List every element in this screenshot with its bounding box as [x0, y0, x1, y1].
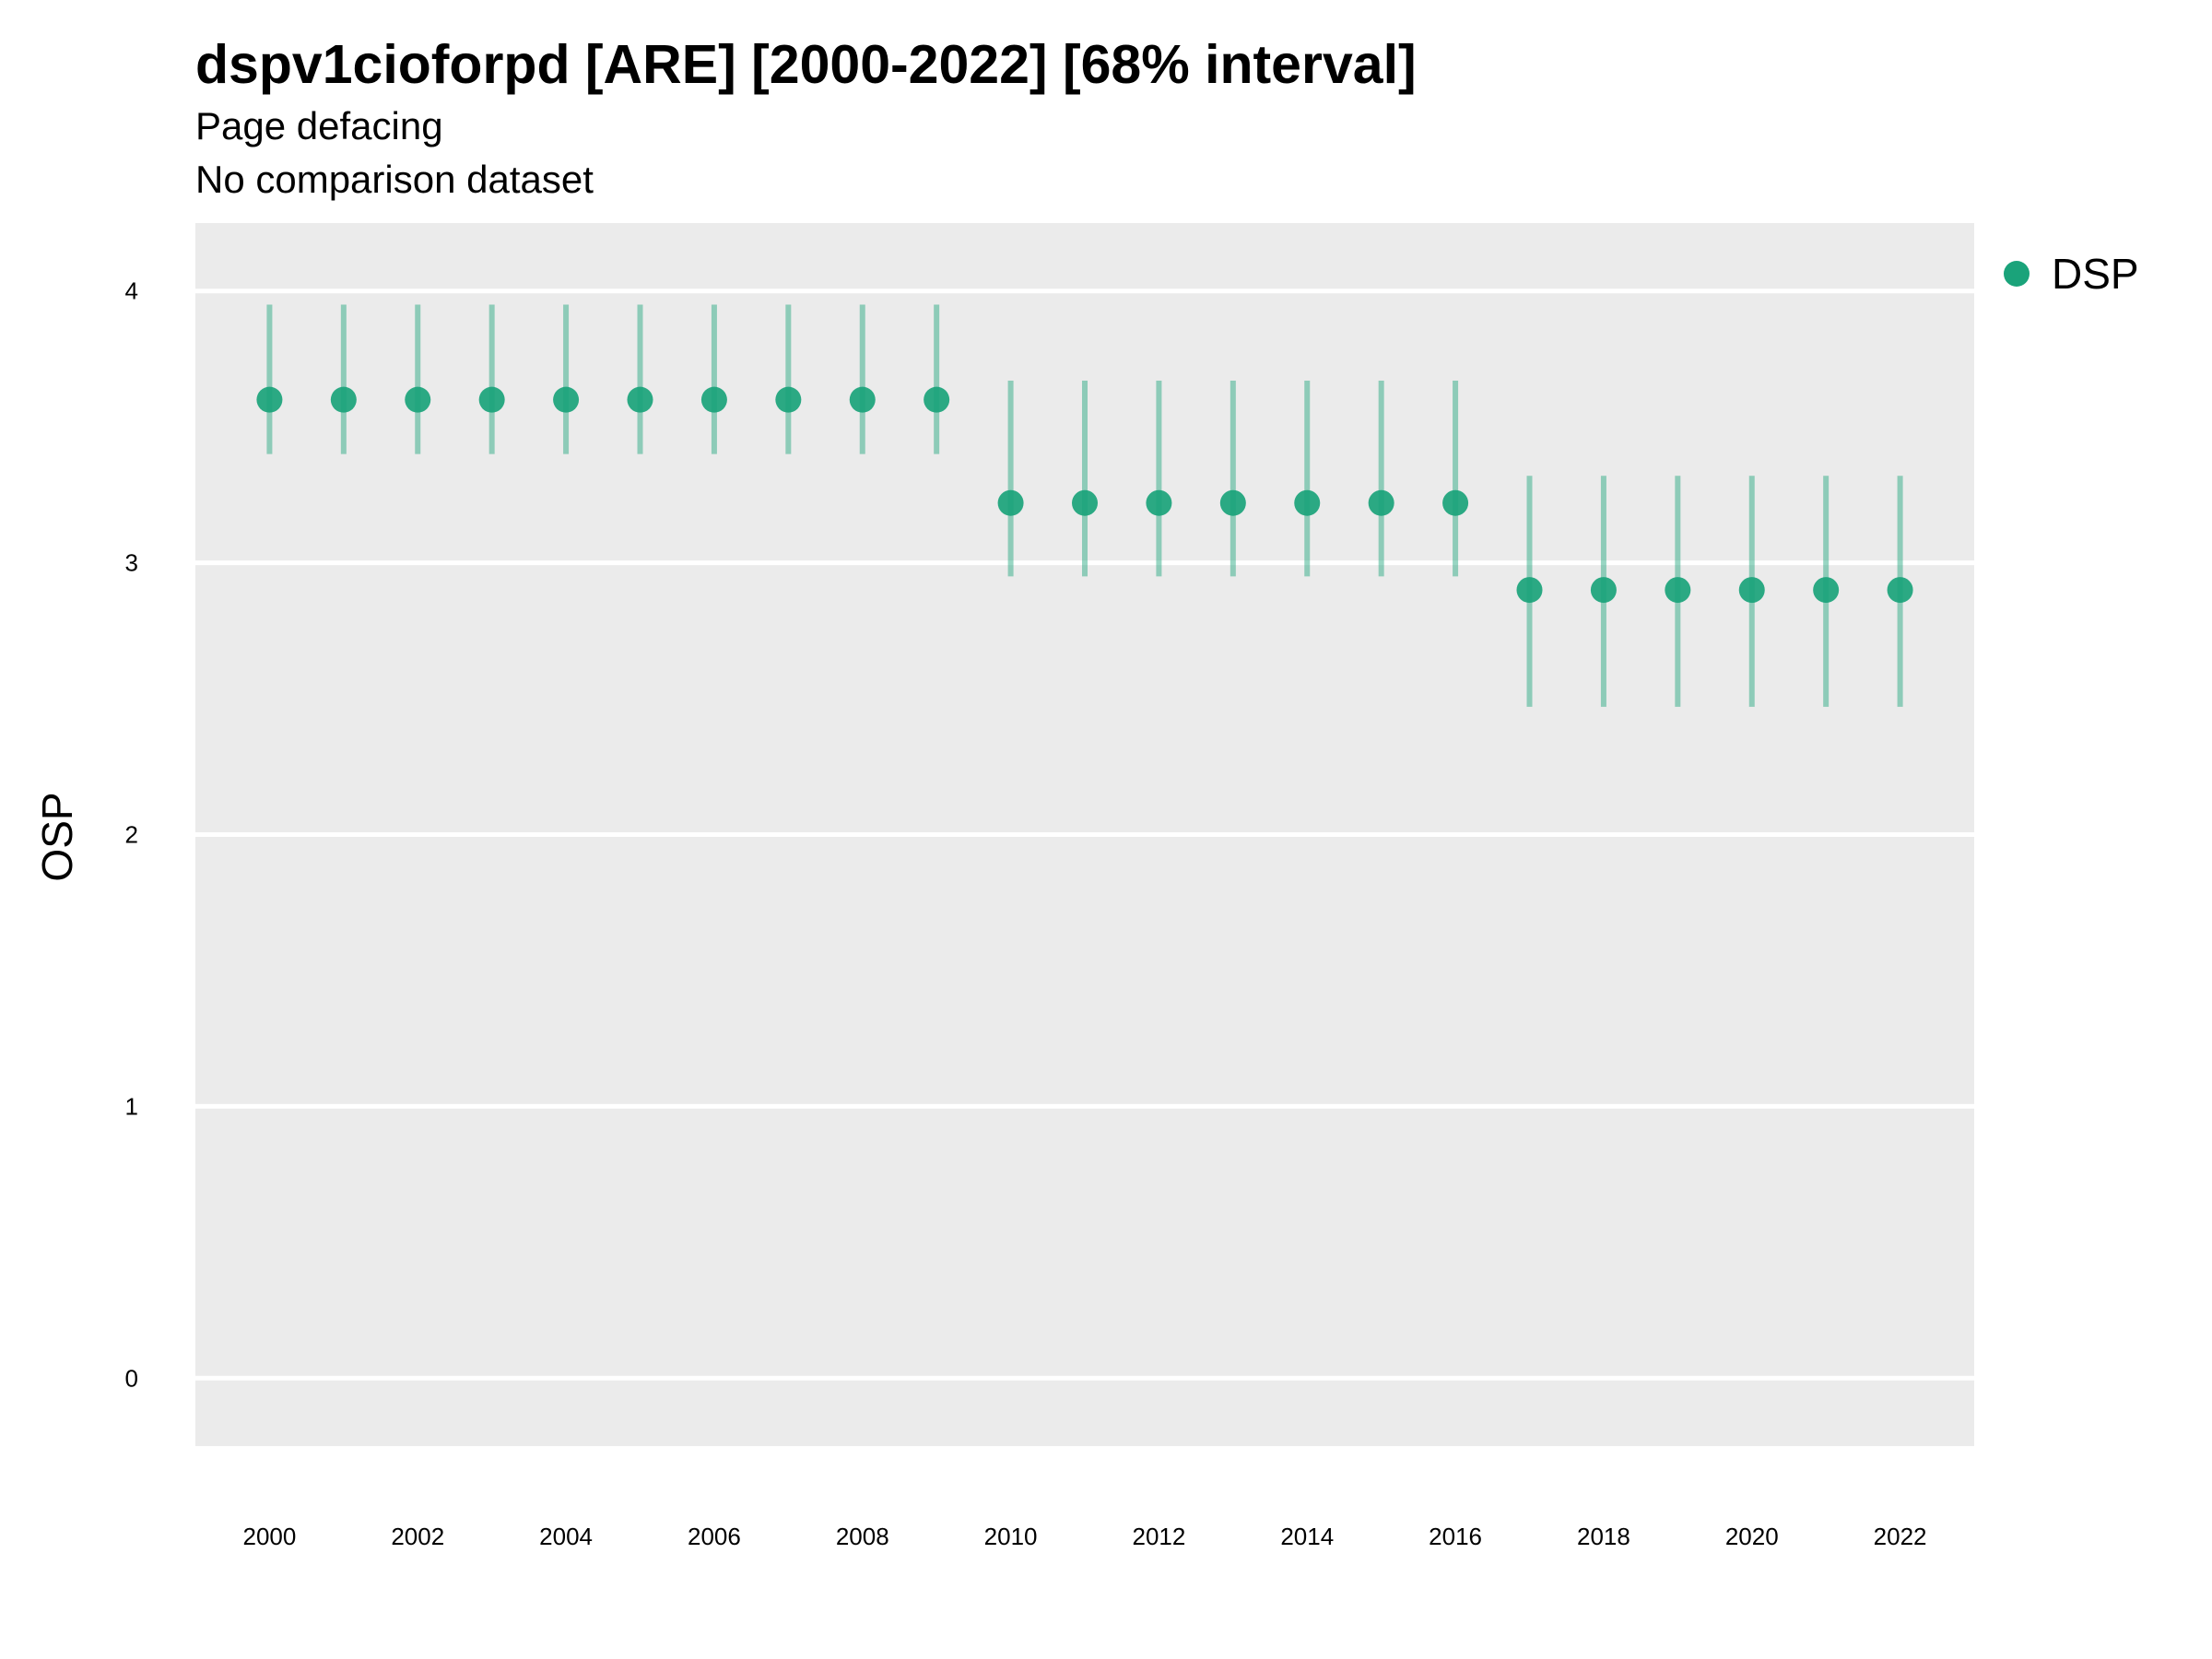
gridlines [195, 288, 1974, 1381]
data-point [627, 386, 653, 413]
data-point [330, 386, 357, 413]
data-point [478, 386, 505, 413]
data-point [1590, 577, 1617, 604]
x-tick-label: 2002 [391, 1523, 444, 1550]
chart-subtitle: Page defacing [195, 104, 443, 147]
x-tick-label: 2010 [984, 1523, 1038, 1550]
data-point [775, 386, 802, 413]
y-axis-ticks: 0 1 2 3 4 [125, 277, 138, 1393]
error-bars [266, 304, 1903, 707]
legend: DSP [2004, 249, 2139, 299]
data-point [1219, 489, 1246, 516]
data-point [1294, 489, 1321, 516]
data-point [849, 386, 876, 413]
y-axis-label: OSP [33, 792, 81, 881]
chart-title: dspv1cioforpd [ARE] [2000-2022] [68% int… [195, 34, 1417, 95]
y-tick-label: 2 [125, 821, 138, 849]
x-axis-ticks: 2000 2002 2004 2006 2008 2010 2012 2014 2016 2018… [242, 1523, 1926, 1550]
data-point [700, 386, 727, 413]
x-tick-label: 2016 [1429, 1523, 1482, 1550]
x-tick-label: 2014 [1280, 1523, 1334, 1550]
legend-dot-icon [2004, 261, 2030, 287]
data-point [1072, 489, 1098, 516]
x-tick-label: 2006 [688, 1523, 741, 1550]
x-tick-label: 2018 [1577, 1523, 1630, 1550]
x-tick-label: 2008 [836, 1523, 889, 1550]
data-point [1665, 577, 1691, 604]
data-point [1516, 577, 1543, 604]
chart-subtitle-comparison: No comparison dataset [195, 158, 594, 201]
x-tick-label: 2012 [1132, 1523, 1185, 1550]
data-point [553, 386, 580, 413]
data-point [1442, 489, 1469, 516]
data-point [997, 489, 1024, 516]
y-tick-label: 0 [125, 1364, 138, 1392]
x-tick-label: 2000 [242, 1523, 296, 1550]
data-point [1813, 577, 1840, 604]
x-tick-label: 2020 [1725, 1523, 1779, 1550]
data-point [1368, 489, 1394, 516]
data-point [405, 386, 431, 413]
y-tick-label: 4 [125, 277, 138, 305]
data-point [1738, 577, 1765, 604]
x-tick-label: 2022 [1874, 1523, 1927, 1550]
data-point [924, 386, 950, 413]
y-tick-label: 1 [125, 1092, 138, 1120]
y-tick-label: 3 [125, 549, 138, 577]
data-point [256, 386, 283, 413]
x-tick-label: 2004 [539, 1523, 593, 1550]
data-point [1887, 577, 1913, 604]
data-points [256, 386, 1913, 604]
data-point [1146, 489, 1172, 516]
legend-label-dsp: DSP [2052, 250, 2139, 298]
